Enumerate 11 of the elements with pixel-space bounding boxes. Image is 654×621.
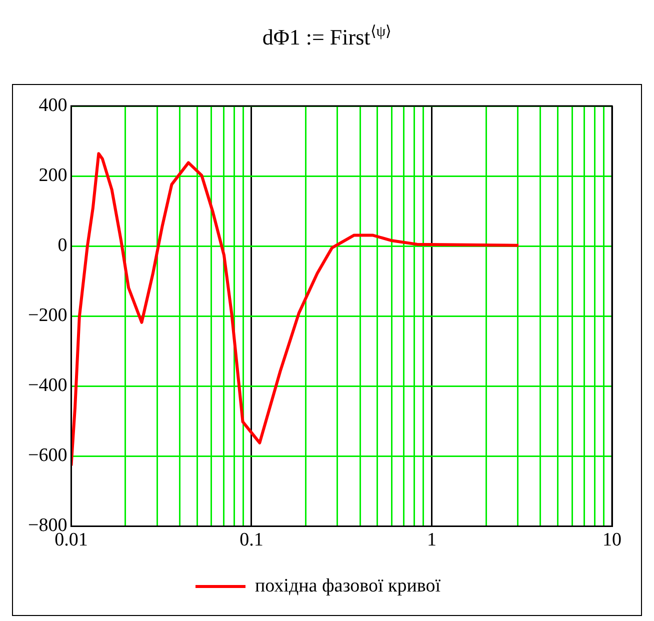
y-tick-label: −600 <box>28 445 68 466</box>
x-tick-label: 1 <box>426 530 436 551</box>
y-tick-label: 400 <box>38 94 68 116</box>
y-tick-label: −400 <box>28 375 68 396</box>
chart-title: dΦ1 := First$^{⟨ψ⟩}$ <box>261 23 393 50</box>
y-tick-label: −200 <box>28 305 68 326</box>
y-tick-label: 0 <box>58 235 68 256</box>
x-tick-label: 0.1 <box>240 530 264 551</box>
y-tick-label: 200 <box>38 165 68 186</box>
legend-label: похідна фазової кривої <box>254 575 442 596</box>
x-tick-label: 10 <box>602 530 622 551</box>
